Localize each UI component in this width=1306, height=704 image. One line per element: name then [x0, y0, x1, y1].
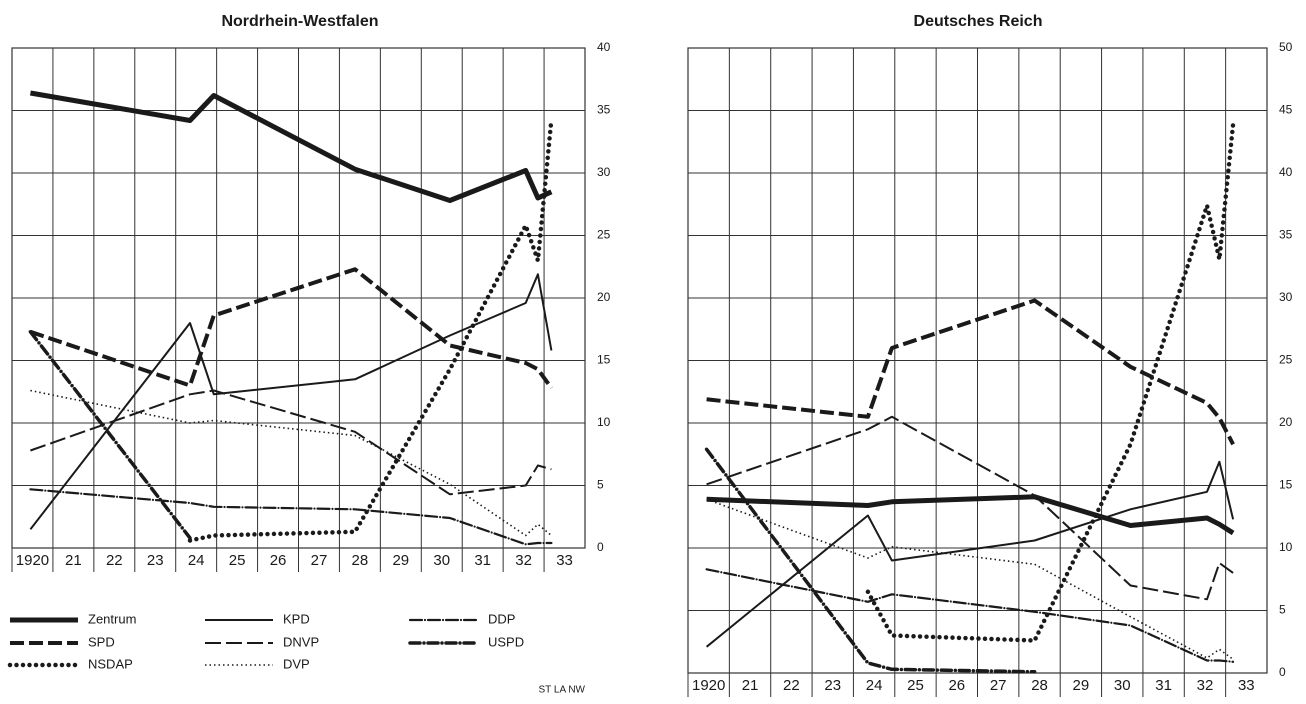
- series-line: [705, 568, 1235, 663]
- x-tick-label: 26: [270, 552, 287, 569]
- plot-frame: [687, 47, 1268, 674]
- legend-label: DDP: [488, 611, 515, 626]
- x-tick-label: 21: [742, 677, 759, 694]
- series-line: [704, 447, 1037, 674]
- x-tick-label: 23: [147, 552, 164, 569]
- series-line: [705, 460, 1235, 648]
- y-tick-label: 35: [1279, 228, 1293, 242]
- y-tick-label: 25: [1279, 353, 1293, 367]
- legend-label: NSDAP: [88, 656, 133, 671]
- x-tick-label: 24: [188, 552, 205, 569]
- y-tick-label: 15: [597, 353, 611, 367]
- y-tick-label: 5: [597, 478, 604, 492]
- y-tick-label: 50: [1279, 40, 1293, 54]
- x-tick-label: 29: [392, 552, 409, 569]
- legend-label: SPD: [88, 634, 115, 649]
- y-tick-label: 35: [597, 103, 611, 117]
- x-tick-label: 25: [229, 552, 246, 569]
- legend-label: USPD: [488, 634, 524, 649]
- x-tick-label: 33: [1238, 677, 1255, 694]
- y-tick-label: 0: [597, 540, 604, 554]
- chart-title: Nordrhein-Westfalen: [221, 13, 378, 30]
- y-tick-label: 20: [597, 290, 611, 304]
- chart-title: Deutsches Reich: [914, 13, 1043, 30]
- y-tick-label: 10: [1279, 540, 1293, 554]
- x-tick-label: 23: [824, 677, 841, 694]
- y-tick-label: 15: [1279, 478, 1293, 492]
- plot-frame: [11, 47, 586, 549]
- series-line: [706, 298, 1235, 446]
- x-tick-label: 32: [515, 552, 532, 569]
- series-line: [865, 122, 1236, 643]
- series-line: [30, 389, 552, 496]
- series-line: [29, 90, 553, 203]
- series-line: [30, 389, 552, 537]
- x-tick-label: 31: [474, 552, 491, 569]
- credit: ST LA NW: [539, 685, 586, 696]
- legend-label: DNVP: [283, 634, 319, 649]
- y-tick-label: 5: [1279, 603, 1286, 617]
- x-tick-label: 25: [907, 677, 924, 694]
- series-line: [706, 494, 1235, 536]
- x-tick-label: 24: [866, 677, 883, 694]
- legend-label: KPD: [283, 611, 310, 626]
- x-tick-label: 33: [556, 552, 573, 569]
- y-tick-label: 25: [597, 228, 611, 242]
- series-line: [29, 488, 553, 546]
- x-tick-label: 32: [1197, 677, 1214, 694]
- y-tick-label: 40: [1279, 165, 1293, 179]
- x-tick-label: 31: [1155, 677, 1172, 694]
- series-line: [29, 273, 553, 530]
- x-tick-label: 27: [990, 677, 1007, 694]
- x-tick-label: 30: [433, 552, 450, 569]
- y-tick-label: 10: [597, 415, 611, 429]
- x-tick-label: 30: [1114, 677, 1131, 694]
- y-tick-label: 30: [1279, 290, 1293, 304]
- x-tick-label: 29: [1073, 677, 1090, 694]
- series-line: [706, 498, 1234, 660]
- y-tick-label: 20: [1279, 415, 1293, 429]
- y-tick-label: 45: [1279, 103, 1293, 117]
- x-tick-label: 27: [311, 552, 328, 569]
- series-line: [706, 415, 1234, 601]
- x-tick-label: 1920: [16, 552, 49, 569]
- y-tick-label: 30: [597, 165, 611, 179]
- series-line: [187, 117, 554, 543]
- x-tick-label: 21: [65, 552, 82, 569]
- x-tick-label: 26: [948, 677, 965, 694]
- x-tick-label: 28: [1031, 677, 1048, 694]
- x-tick-label: 22: [783, 677, 800, 694]
- series-line: [29, 267, 554, 390]
- x-tick-label: 28: [352, 552, 369, 569]
- legend-label: DVP: [283, 656, 310, 671]
- legend-label: Zentrum: [88, 611, 136, 626]
- y-tick-label: 0: [1279, 665, 1286, 679]
- y-tick-label: 40: [597, 40, 611, 54]
- series-line: [28, 330, 192, 540]
- x-tick-label: 1920: [692, 677, 725, 694]
- x-tick-label: 22: [106, 552, 123, 569]
